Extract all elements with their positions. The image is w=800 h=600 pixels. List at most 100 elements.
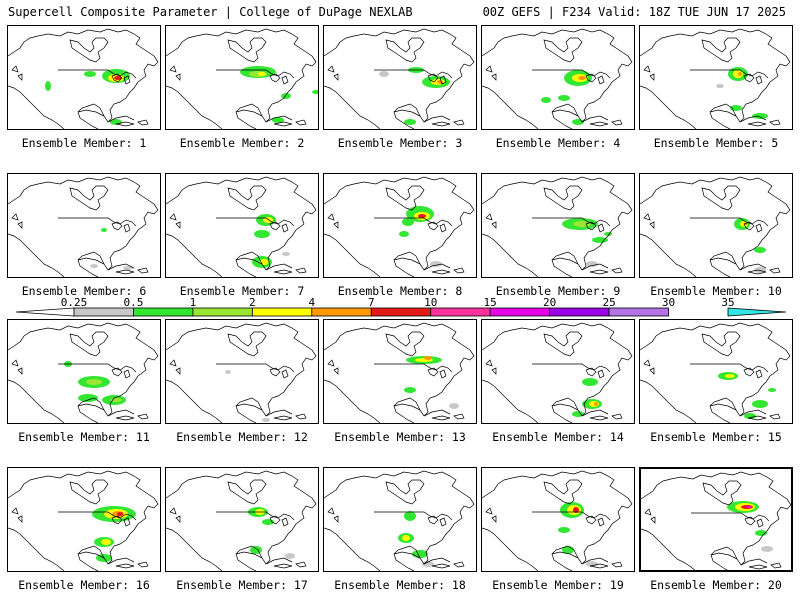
coastline (166, 322, 317, 423)
scp-colorbar (15, 307, 787, 317)
scp-shading (101, 228, 107, 232)
scp-shading (285, 553, 295, 559)
ensemble-member-map (165, 25, 319, 130)
gulf-coastline (393, 403, 451, 417)
islands-outline (485, 65, 623, 127)
scp-shading (744, 413, 756, 419)
hudson-bay-outline (69, 331, 109, 357)
colorbar-high-arrow (727, 307, 787, 317)
great-lakes-outline (585, 367, 605, 379)
hudson-bay-outline (701, 331, 741, 357)
scp-shading (424, 356, 432, 360)
scp-shading (114, 76, 122, 80)
hudson-bay-outline (543, 37, 583, 63)
scp-shading (262, 418, 270, 422)
us-canada-border (532, 363, 611, 373)
scp-shading (418, 214, 426, 218)
scp-shading (123, 266, 133, 270)
ensemble-member-map (7, 319, 161, 424)
ensemble-member-label: Ensemble Member: 3 (337, 136, 463, 150)
hudson-bay-outline (543, 331, 583, 357)
great-lakes-outline (743, 367, 763, 379)
colorbar-tick-label: 4 (308, 296, 316, 309)
coastline (482, 28, 633, 129)
gulf-coastline (709, 109, 767, 123)
ensemble-member-map (7, 467, 161, 572)
gulf-coastline (393, 257, 451, 271)
colorbar-segment (311, 307, 372, 317)
ensemble-member-map (481, 467, 635, 572)
coastline (482, 322, 633, 423)
ensemble-member-label: Ensemble Member: 1 (21, 136, 147, 150)
ensemble-member-map (639, 173, 793, 278)
hudson-bay-outline (69, 185, 109, 211)
scp-shading (379, 71, 389, 77)
scp-shading (45, 81, 51, 91)
scp-shading (541, 97, 551, 103)
gulf-coastline (235, 403, 293, 417)
coastline (324, 176, 475, 277)
ensemble-member-label: Ensemble Member: 2 (179, 136, 305, 150)
colorbar-segment (430, 307, 491, 317)
hudson-bay-outline (227, 479, 267, 505)
scp-shading (573, 507, 579, 513)
great-lakes-outline (111, 515, 131, 527)
scp-shading (586, 561, 598, 567)
basemap (8, 470, 159, 571)
great-lakes-outline (269, 367, 289, 379)
basemap (324, 176, 475, 277)
basemap (640, 176, 791, 277)
colorbar-segment (489, 307, 551, 317)
islands-outline (643, 359, 781, 421)
scp-shading (312, 90, 318, 94)
scp-shading (258, 72, 266, 76)
hudson-bay-outline (701, 185, 741, 211)
gulf-coastline (709, 257, 767, 271)
basemap (482, 322, 633, 423)
basemap (166, 470, 317, 571)
great-lakes-outline (427, 73, 447, 85)
gulf-coastline (77, 257, 135, 271)
scp-shading (404, 511, 416, 521)
great-lakes-outline (427, 515, 447, 527)
coastline (640, 28, 791, 129)
ensemble-member-label: Ensemble Member: 10 (650, 284, 782, 298)
basemap (166, 322, 317, 423)
scp-shading (412, 550, 428, 558)
scp-shading (117, 512, 123, 516)
coastline (8, 28, 159, 129)
colorbar-tick-label: 0.25 (60, 296, 88, 309)
great-lakes-outline (111, 367, 131, 379)
colorbar-low-arrow (15, 307, 75, 317)
scp-shading (449, 403, 459, 409)
us-canada-border (690, 217, 769, 227)
ensemble-member-map (639, 319, 793, 424)
hudson-bay-outline (69, 479, 109, 505)
great-lakes-outline (744, 516, 764, 528)
colorbar-segment (192, 307, 253, 317)
colorbar-segment (608, 307, 669, 317)
basemap (640, 322, 791, 423)
scp-shading (402, 535, 410, 541)
coastline (166, 28, 317, 129)
ensemble-member-map (639, 467, 793, 572)
ensemble-member-map (7, 25, 161, 130)
us-canada-border (374, 363, 453, 373)
islands-outline (485, 507, 623, 569)
scp-shading (752, 113, 768, 119)
scp-shading (404, 387, 416, 393)
islands-outline (643, 213, 781, 275)
colorbar-tick-label: 25 (602, 296, 616, 309)
coastline (8, 176, 159, 277)
islands-outline (644, 508, 782, 570)
colorbar-tick-label: 10 (424, 296, 438, 309)
hudson-bay-outline (701, 37, 741, 63)
basemap (324, 322, 475, 423)
us-canada-border (690, 363, 769, 373)
ensemble-member-label: Ensemble Member: 12 (176, 430, 308, 444)
coastline (324, 470, 475, 571)
hudson-bay-outline (227, 331, 267, 357)
gulf-coastline (709, 403, 767, 417)
scp-shading (755, 530, 767, 536)
gulf-coastline (235, 551, 293, 565)
